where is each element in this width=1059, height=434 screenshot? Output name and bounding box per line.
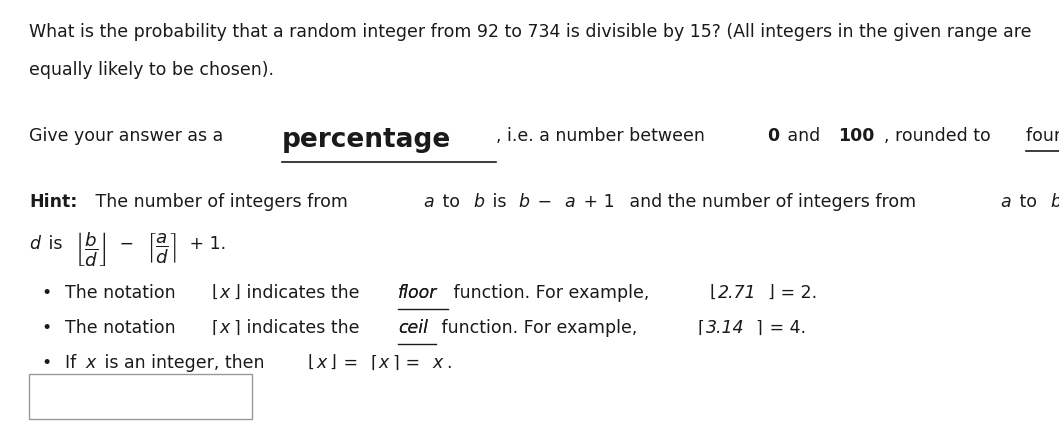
Text: = 4.: = 4. — [764, 319, 806, 337]
Text: , rounded to: , rounded to — [883, 127, 995, 145]
Text: −: − — [533, 193, 558, 211]
Text: 100: 100 — [838, 127, 874, 145]
Text: If: If — [65, 354, 82, 372]
Text: 3.14: 3.14 — [706, 319, 744, 337]
Text: ceil: ceil — [398, 319, 428, 337]
Text: ⌈: ⌈ — [371, 354, 377, 372]
Text: x: x — [220, 284, 230, 302]
Text: a: a — [564, 193, 575, 211]
Text: Hint:: Hint: — [30, 193, 77, 211]
Text: is: is — [487, 193, 511, 211]
Text: a: a — [1001, 193, 1011, 211]
Text: =: = — [338, 354, 363, 372]
Text: x: x — [433, 354, 443, 372]
Text: to: to — [437, 193, 465, 211]
Text: ⌉: ⌉ — [392, 354, 398, 372]
Text: ⌊: ⌊ — [710, 284, 716, 302]
Text: equally likely to be chosen).: equally likely to be chosen). — [30, 61, 274, 79]
Text: ⌉: ⌉ — [755, 319, 761, 337]
Text: ceil: ceil — [398, 319, 428, 337]
Text: floor: floor — [398, 284, 437, 302]
Text: ⌋: ⌋ — [233, 284, 239, 302]
Text: ⌉: ⌉ — [233, 319, 239, 337]
Text: 0: 0 — [767, 127, 779, 145]
Text: + 1: + 1 — [578, 193, 614, 211]
Text: + 1.: + 1. — [184, 235, 226, 253]
Text: ⌊: ⌊ — [308, 354, 315, 372]
Text: What is the probability that a random integer from 92 to 734 is divisible by 15?: What is the probability that a random in… — [30, 23, 1031, 42]
Text: The number of integers from: The number of integers from — [90, 193, 354, 211]
Text: ⌋: ⌋ — [767, 284, 773, 302]
Text: ⌈: ⌈ — [698, 319, 704, 337]
Text: percentage: percentage — [282, 127, 451, 153]
Text: $\left\lceil \dfrac{a}{d} \right\rceil$: $\left\lceil \dfrac{a}{d} \right\rceil$ — [146, 231, 176, 265]
Text: is an integer, then: is an integer, then — [98, 354, 264, 372]
Text: and the number of integers from: and the number of integers from — [625, 193, 922, 211]
Text: x: x — [86, 354, 96, 372]
Text: d: d — [30, 235, 40, 253]
Text: 2.71: 2.71 — [718, 284, 756, 302]
Text: Give your answer as a: Give your answer as a — [30, 127, 229, 145]
Text: ⌊: ⌊ — [212, 284, 218, 302]
Text: $\left\lfloor \dfrac{b}{d} \right\rfloor$: $\left\lfloor \dfrac{b}{d} \right\rfloor… — [75, 231, 106, 269]
Text: , i.e. a number between: , i.e. a number between — [496, 127, 711, 145]
Text: =: = — [400, 354, 426, 372]
Text: ⌋: ⌋ — [329, 354, 336, 372]
Text: function. For example,: function. For example, — [448, 284, 654, 302]
Text: ⌈: ⌈ — [212, 319, 218, 337]
Text: function. For example,: function. For example, — [436, 319, 643, 337]
Text: indicates the: indicates the — [241, 319, 365, 337]
Text: .: . — [446, 354, 451, 372]
Text: −: − — [114, 235, 140, 253]
Text: The notation: The notation — [65, 284, 181, 302]
Text: = 2.: = 2. — [775, 284, 818, 302]
Text: •: • — [41, 284, 52, 302]
Text: a: a — [424, 193, 434, 211]
Text: to: to — [1015, 193, 1043, 211]
Text: x: x — [379, 354, 390, 372]
Text: b: b — [473, 193, 484, 211]
Text: b: b — [1051, 193, 1059, 211]
Text: The notation: The notation — [65, 319, 181, 337]
Text: b: b — [519, 193, 530, 211]
FancyBboxPatch shape — [30, 375, 252, 419]
Text: is: is — [43, 235, 68, 253]
Text: floor: floor — [398, 284, 437, 302]
Text: •: • — [41, 354, 52, 372]
Text: and: and — [783, 127, 826, 145]
Text: •: • — [41, 319, 52, 337]
Text: x: x — [220, 319, 230, 337]
Text: indicates the: indicates the — [241, 284, 365, 302]
Text: four decimal places: four decimal places — [1025, 127, 1059, 145]
Text: x: x — [317, 354, 327, 372]
